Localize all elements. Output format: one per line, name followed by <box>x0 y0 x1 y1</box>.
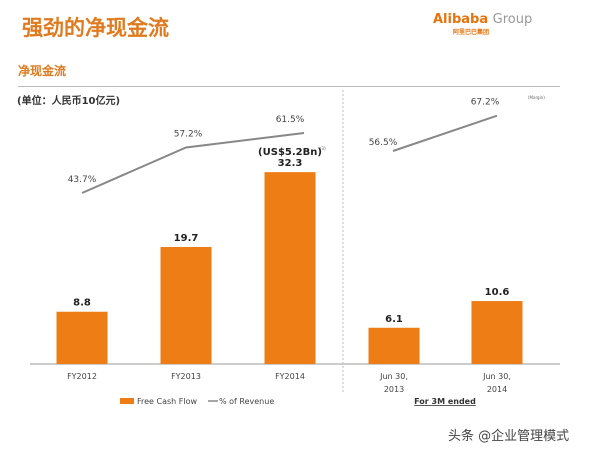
bar-3 <box>368 327 420 364</box>
legend-label: % of Revenue <box>219 397 274 406</box>
x-tick-label: Jun 30, <box>482 372 511 381</box>
group-label: For 3M ended <box>414 397 476 406</box>
bar-label: 8.8 <box>73 298 91 309</box>
legend-swatch-bar <box>120 398 134 404</box>
x-tick-label: FY2014 <box>275 372 305 381</box>
bar-label: 32.3 <box>278 158 303 169</box>
line-label: 67.2% <box>471 98 500 108</box>
bar-label: 6.1 <box>385 314 403 325</box>
annotation: (US$5.2Bn) <box>258 147 322 158</box>
margin-note: (Margin) <box>528 95 545 100</box>
credit-watermark: 头条 @企业管理模式 <box>448 429 570 444</box>
line-label: 61.5% <box>276 115 305 125</box>
x-tick-label: Jun 30, <box>379 372 408 381</box>
line-label: 43.7% <box>68 175 97 185</box>
line-segment-3m <box>392 114 498 152</box>
line-label: 56.5% <box>369 138 398 148</box>
bar-4 <box>471 301 523 364</box>
x-tick-label: 2014 <box>487 385 507 394</box>
unit-label: (单位：人民币10亿元) <box>17 96 121 107</box>
x-tick-label: FY2013 <box>171 372 201 381</box>
divider <box>18 86 560 87</box>
x-tick-label: 2013 <box>384 385 404 394</box>
alibaba-logo: Alibaba Group 阿里巴巴集团 <box>433 12 533 36</box>
page-title: 强劲的净现金流 <box>22 16 169 40</box>
line-label: 57.2% <box>174 130 203 140</box>
line-segment-fy <box>81 132 305 194</box>
x-tick-label: FY2012 <box>67 372 97 381</box>
bar-label: 10.6 <box>485 287 510 298</box>
bar-label: 19.7 <box>174 233 199 244</box>
bar-2 <box>264 172 316 364</box>
bar-1 <box>160 246 212 364</box>
section-subtitle: 净现金流 <box>18 64 67 78</box>
legend-label: Free Cash Flow <box>137 397 198 406</box>
bar-0 <box>56 311 108 364</box>
annotation-note: (3) <box>320 146 326 151</box>
